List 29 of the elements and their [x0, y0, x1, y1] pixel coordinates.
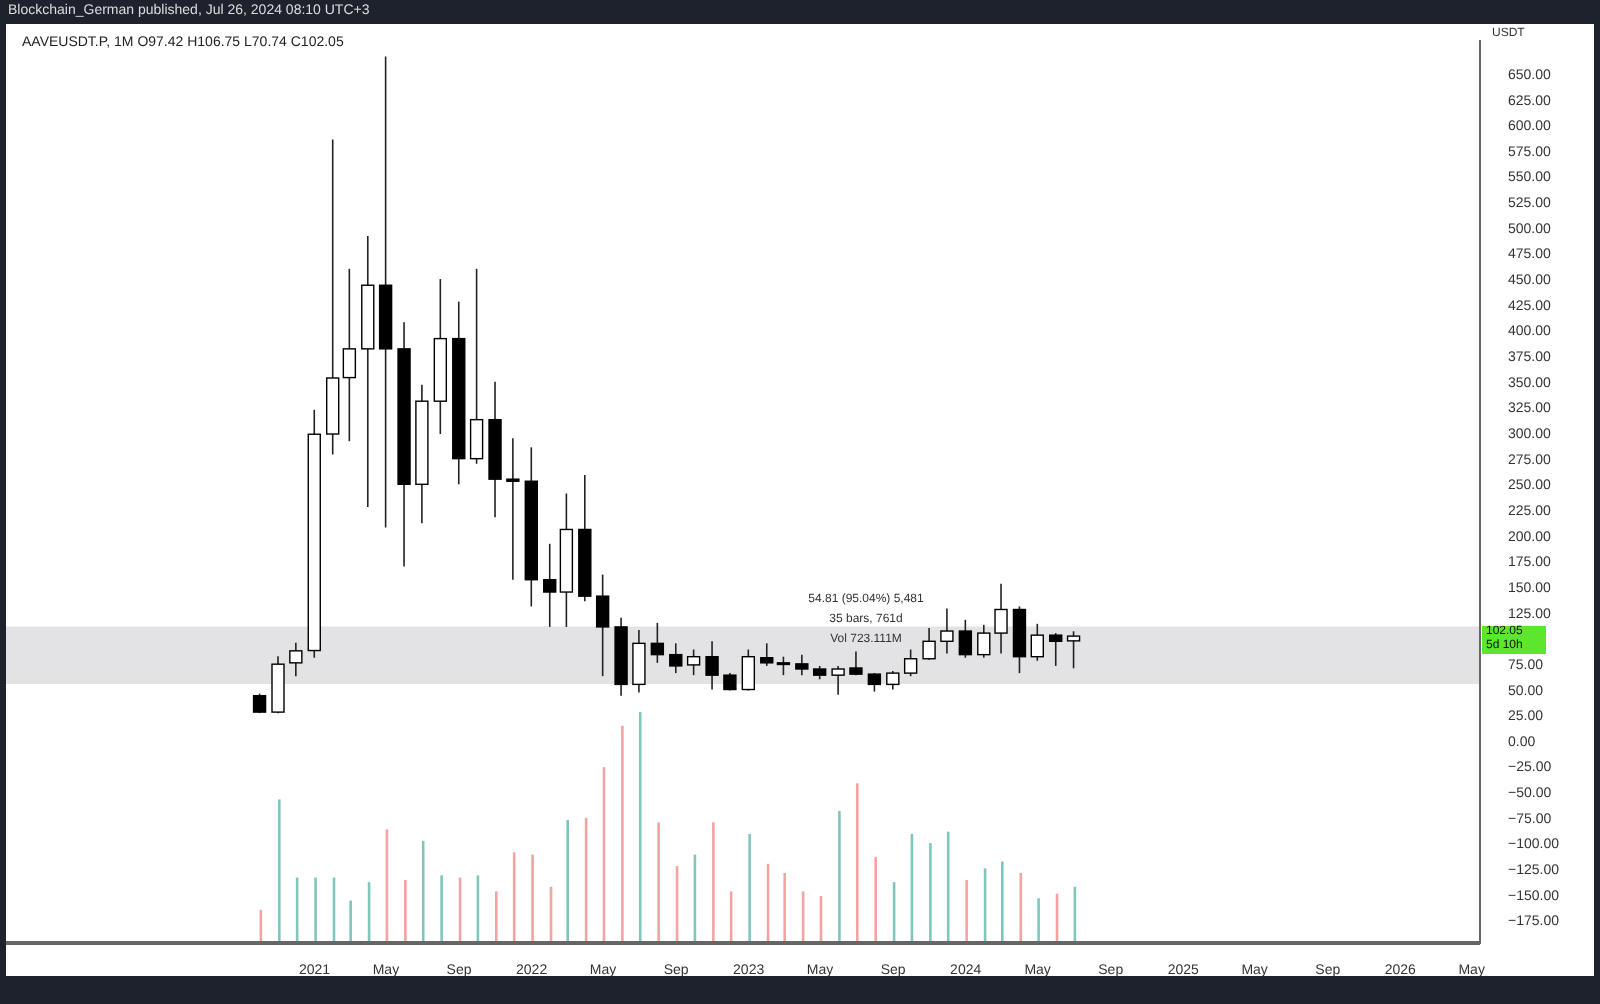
candlestick [994, 583, 1008, 655]
candlestick [977, 624, 991, 659]
candlestick [669, 642, 683, 674]
candlestick [271, 655, 285, 714]
candlestick [650, 622, 665, 664]
candlestick [1049, 632, 1063, 667]
candlestick [760, 642, 774, 667]
candlestick [289, 642, 303, 677]
candlestick [1012, 605, 1027, 674]
candlestick [958, 618, 973, 659]
candlestick [922, 627, 936, 661]
candlestick [506, 437, 520, 581]
candlestick [595, 573, 610, 677]
candlestick [1030, 623, 1044, 662]
candlestick [903, 648, 918, 677]
candlestick [632, 629, 646, 694]
candlestick [776, 655, 791, 676]
candlestick [469, 268, 484, 465]
candlestick [1066, 630, 1081, 670]
candlestick [705, 640, 719, 691]
candlestick [940, 607, 954, 655]
candlestick [886, 670, 900, 691]
candlestick [543, 543, 557, 628]
candlestick [831, 665, 845, 696]
candlestick [741, 648, 756, 692]
candlestick [867, 672, 882, 693]
candlestick [342, 268, 357, 443]
candlestick [686, 648, 701, 676]
candlestick [795, 653, 809, 676]
